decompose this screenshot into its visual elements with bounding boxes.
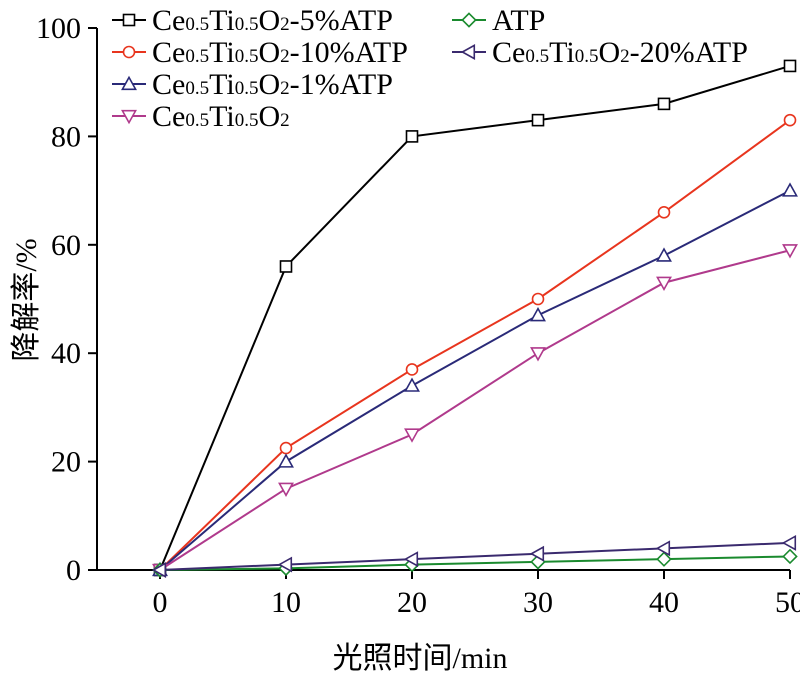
data-point-s20 <box>403 551 419 568</box>
x-tick-label: 10 <box>271 586 301 619</box>
data-point-s5 <box>531 113 545 127</box>
data-point-s1 <box>404 377 420 392</box>
data-point-s10 <box>531 292 545 306</box>
series-s20 <box>151 534 797 578</box>
legend-entry-s10: Ce0.5Ti0.5O2-10%ATP <box>112 36 408 69</box>
legend-marker-s0 <box>121 109 137 125</box>
series-s10 <box>153 113 797 577</box>
data-point-s1 <box>656 247 672 262</box>
legend-marker-s1 <box>121 75 137 91</box>
data-point-s1 <box>782 182 798 197</box>
series-line-s5 <box>159 64 791 571</box>
x-axis-title: 光照时间/min <box>332 642 507 675</box>
series-atp <box>152 548 798 578</box>
legend-entry-s1: Ce0.5Ti0.5O2-1%ATP <box>112 68 393 101</box>
x-tick-label: 0 <box>153 586 168 619</box>
series-line-s10 <box>159 119 791 571</box>
data-point-s10 <box>783 113 797 127</box>
series-s1 <box>152 182 798 577</box>
data-point-s20 <box>655 540 671 557</box>
legend-label-s0: Ce0.5Ti0.5O2 <box>152 100 290 133</box>
legend-label-s20: Ce0.5Ti0.5O2-20%ATP <box>492 36 748 69</box>
data-point-atp <box>656 551 672 567</box>
x-tick-label: 40 <box>649 586 679 619</box>
data-point-s5 <box>279 260 293 273</box>
x-tick-label: 50 <box>775 586 800 619</box>
legend-label-s10: Ce0.5Ti0.5O2-10%ATP <box>152 36 408 69</box>
data-point-s20 <box>151 562 167 578</box>
data-point-s0 <box>530 347 546 362</box>
legend-entry-s0: Ce0.5Ti0.5O2 <box>112 100 290 133</box>
legend-label-atp: ATP <box>492 4 545 37</box>
legend: Ce0.5Ti0.5O2-5%ATPCe0.5Ti0.5O2-10%ATPCe0… <box>112 4 748 133</box>
data-point-s10 <box>405 363 419 376</box>
data-point-s20 <box>529 545 545 562</box>
legend-marker-atp <box>461 12 477 28</box>
plot-area <box>151 59 798 579</box>
data-point-s0 <box>782 244 798 259</box>
y-tick-label: 60 <box>51 229 81 262</box>
data-point-s0 <box>656 276 672 291</box>
y-tick-label: 100 <box>36 12 81 45</box>
data-point-s5 <box>783 59 797 73</box>
y-axis-title: 降解率/% <box>10 238 43 361</box>
series-line-s0 <box>159 249 791 571</box>
data-point-atp <box>782 548 798 565</box>
data-point-s1 <box>278 453 294 468</box>
y-tick-label: 80 <box>51 120 81 153</box>
data-point-s10 <box>279 441 293 455</box>
data-point-s0 <box>278 482 294 497</box>
legend-marker-s20 <box>460 44 476 60</box>
y-tick-label: 20 <box>51 446 81 479</box>
legend-label-s1: Ce0.5Ti0.5O2-1%ATP <box>152 68 393 101</box>
data-point-s0 <box>404 428 420 443</box>
legend-marker-s5 <box>122 13 136 27</box>
series-line-s20 <box>159 541 791 571</box>
data-point-s1 <box>530 307 546 322</box>
y-tick-label: 0 <box>66 554 81 587</box>
data-point-s5 <box>657 97 671 111</box>
data-point-s20 <box>277 556 293 573</box>
legend-label-s5: Ce0.5Ti0.5O2-5%ATP <box>152 4 393 37</box>
x-tick-label: 30 <box>523 586 553 619</box>
y-tick-label: 40 <box>51 337 81 370</box>
legend-marker-s10 <box>122 45 136 59</box>
x-tick-label: 20 <box>397 586 427 619</box>
legend-entry-s5: Ce0.5Ti0.5O2-5%ATP <box>112 4 393 37</box>
data-point-s10 <box>657 205 671 219</box>
legend-entry-atp: ATP <box>452 4 545 37</box>
axes: 0 10 20 30 40 50 0 20 40 60 80 100 <box>36 12 800 619</box>
series-s0 <box>152 244 798 579</box>
series-line-s1 <box>159 189 791 571</box>
legend-entry-s20: Ce0.5Ti0.5O2-20%ATP <box>452 36 748 69</box>
data-point-s20 <box>781 534 797 551</box>
series-line-atp <box>159 555 791 571</box>
series-s5 <box>153 59 797 577</box>
data-point-s5 <box>405 130 419 143</box>
